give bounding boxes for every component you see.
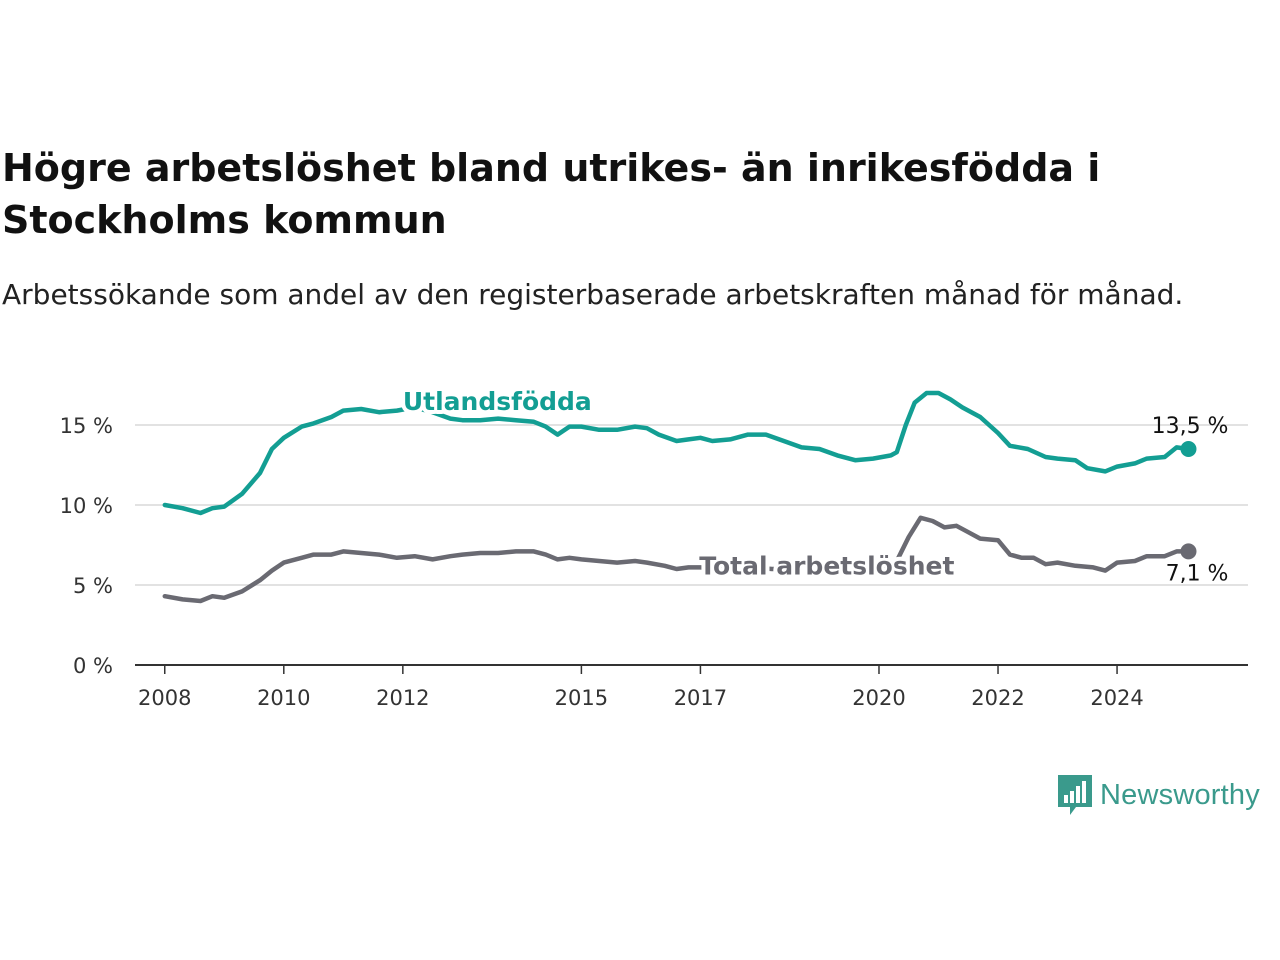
x-tick-label: 2024 <box>1090 686 1143 710</box>
newsworthy-logo-icon <box>1058 775 1092 815</box>
y-tick-label: 5 % <box>73 574 113 598</box>
brand-logo[interactable]: Newsworthy <box>1058 772 1260 818</box>
chart-subtitle: Arbetssökande som andel av den registerb… <box>2 278 1184 311</box>
line-chart: 0 %5 %10 %15 % 2008 2010 2012 2015 2017 2020 2… <box>59 383 1248 710</box>
series-end-label: 13,5 % <box>1152 414 1229 439</box>
x-tick-label: 2017 <box>674 686 727 710</box>
chart-title: Högre arbetslöshet bland utrikes- än inr… <box>2 146 1101 242</box>
x-tick-label: 2008 <box>138 686 191 710</box>
series-line-total <box>162 515 1191 604</box>
series-end-point <box>1180 441 1197 457</box>
brand-name: Newsworthy <box>1100 778 1260 811</box>
series-labels: 13,5 % 7,1 % Utlandsfödda Total arbetslöshe… <box>399 383 1229 587</box>
x-tick-label: 2010 <box>257 686 310 710</box>
series-name-label: Utlandsfödda <box>403 387 592 416</box>
y-tick-label: 10 % <box>60 494 113 518</box>
y-tick-label: 0 % <box>73 654 113 678</box>
series-name-label: Total arbetslöshet <box>699 552 954 581</box>
series-end-point <box>1180 543 1197 560</box>
y-axis-ticks: 0 % 5 % 10 % 15 % <box>60 414 113 678</box>
x-tick-label: 2012 <box>376 686 429 710</box>
series-end-label: 7,1 % <box>1166 561 1229 586</box>
x-tick-label: 2020 <box>852 686 905 710</box>
x-tick-label: 2015 <box>555 686 608 710</box>
series-line-utlandsfodda <box>162 390 1191 516</box>
y-tick-label: 15 % <box>60 414 113 438</box>
series-lines <box>162 390 1197 604</box>
x-axis-ticks: 2008 2010 2012 2015 2017 2020 2022 2024 <box>135 664 1248 710</box>
grid-lines <box>135 424 1248 586</box>
x-tick-label: 2022 <box>971 686 1024 710</box>
